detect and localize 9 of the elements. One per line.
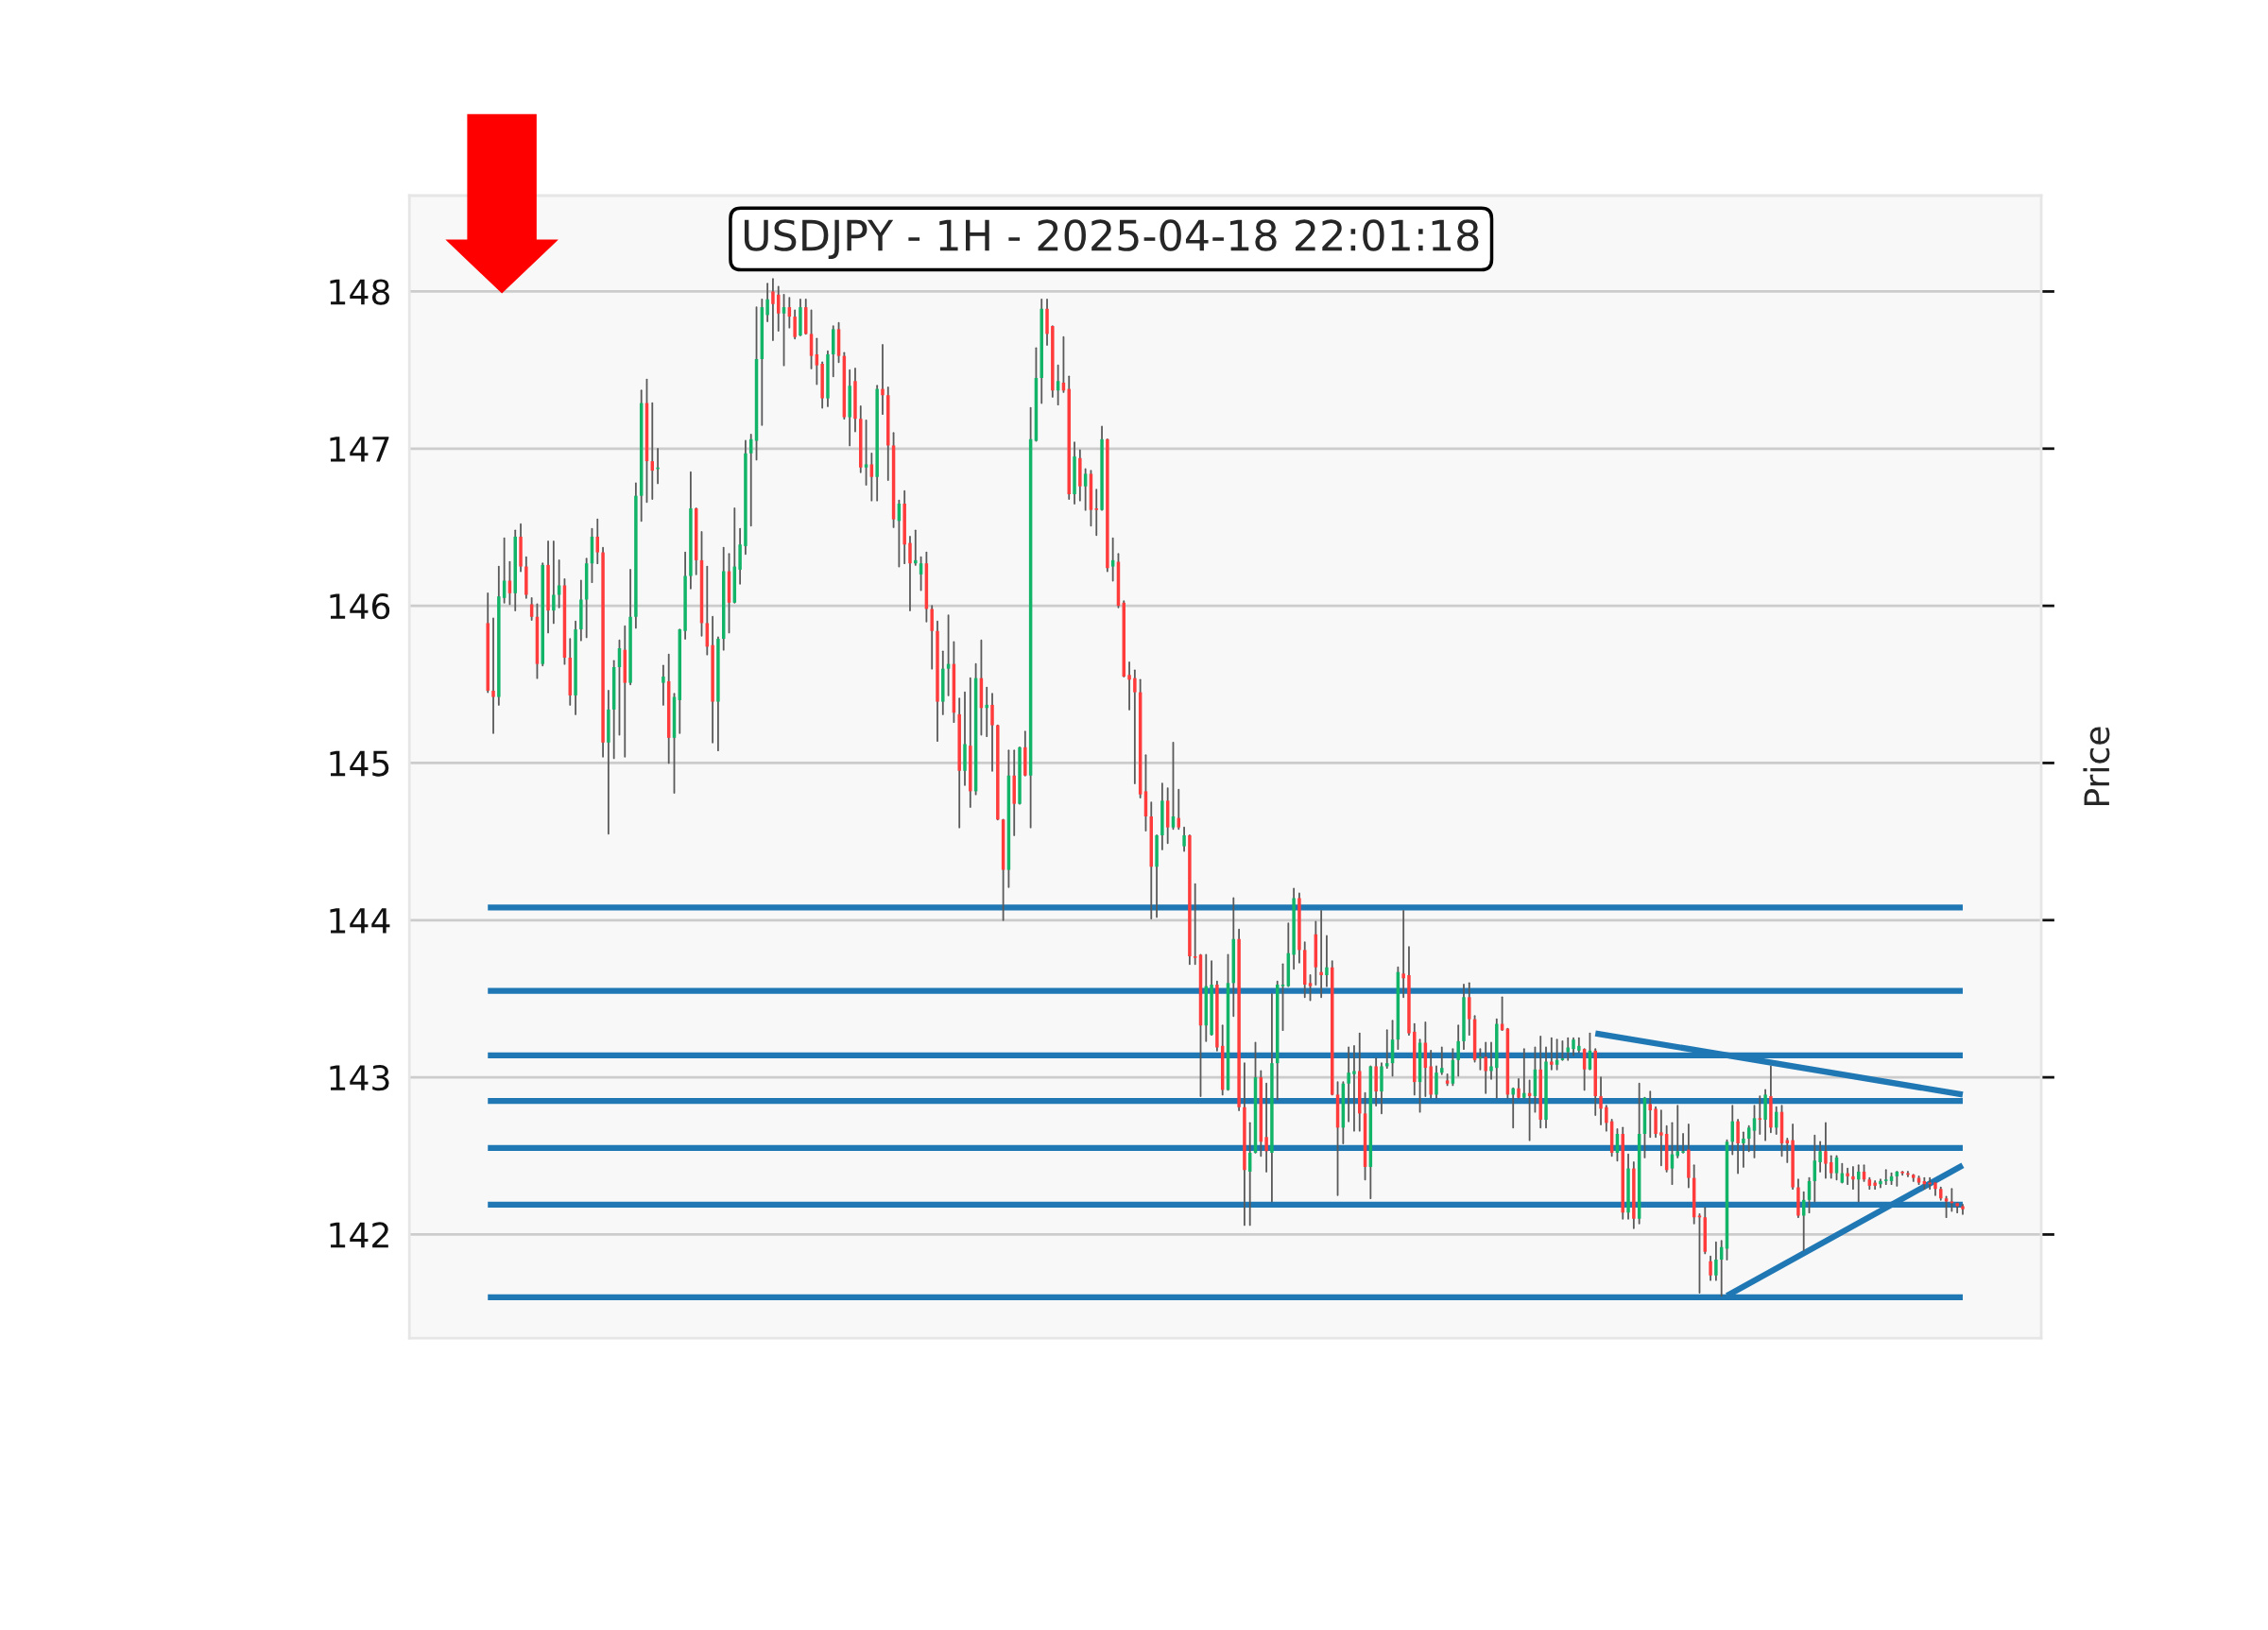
y-tick-label: 147 [330, 437, 389, 462]
y-tick-label: 144 [330, 908, 390, 934]
y-tick-label: 146 [330, 593, 390, 620]
y-tick-label: 143 [330, 1065, 389, 1091]
y-tick-label: 148 [330, 279, 389, 305]
y-tick-label: 142 [330, 1222, 388, 1248]
y-axis-title: Price [2083, 727, 2110, 806]
text: USDJPY - 1H - 2025-04-18 22:01:18 [744, 219, 1479, 260]
y-tick-label: 145 [330, 750, 389, 777]
